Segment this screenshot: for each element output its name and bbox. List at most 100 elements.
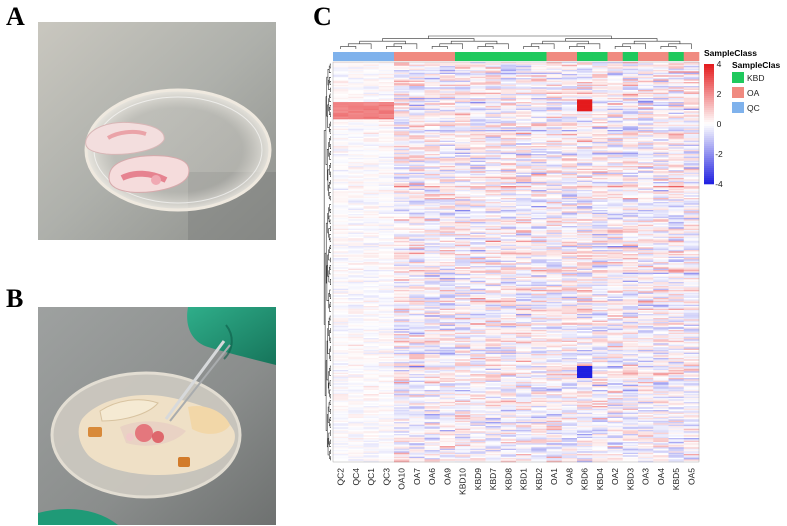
heatmap-cell: [516, 100, 532, 103]
heatmap-cell: [333, 187, 349, 189]
heatmap-cell: [561, 86, 578, 88]
heatmap-cell: [668, 267, 685, 269]
heatmap-cell: [668, 304, 685, 307]
heatmap-cell: [348, 280, 364, 283]
heatmap-cell: [592, 142, 608, 144]
heatmap-cell: [531, 92, 547, 95]
heatmap-cell: [409, 195, 425, 197]
heatmap-cell: [394, 246, 410, 248]
heatmap-cell: [363, 120, 380, 123]
heatmap-cell: [668, 62, 685, 64]
heatmap-cell: [668, 170, 685, 172]
heatmap-cell: [333, 216, 349, 219]
heatmap-cell: [577, 292, 593, 295]
heatmap-cell: [378, 144, 395, 147]
heatmap-cell: [363, 302, 380, 304]
heatmap-cell: [653, 300, 669, 303]
heatmap-cell: [668, 308, 685, 311]
heatmap-cell: [455, 311, 471, 313]
heatmap-cell: [333, 259, 349, 261]
heatmap-cell: [485, 222, 502, 224]
heatmap-cell: [607, 163, 624, 165]
heatmap-cell: [592, 146, 608, 148]
heatmap-cell: [470, 171, 486, 173]
heatmap-cell: [531, 231, 547, 233]
heatmap-cell: [516, 126, 532, 128]
heatmap-cell: [607, 76, 624, 79]
heatmap-cell: [409, 102, 425, 104]
heatmap-cell: [607, 299, 624, 301]
heatmap-cell: [592, 298, 608, 300]
heatmap-cell: [455, 255, 471, 257]
heatmap-cell: [439, 326, 456, 328]
heatmap-cell: [409, 96, 425, 99]
heatmap-cell: [333, 239, 349, 241]
heatmap-cell: [546, 194, 563, 196]
annotation-cell: [683, 52, 700, 61]
heatmap-cell: [470, 215, 486, 217]
heatmap-cell: [561, 178, 578, 180]
dendrogram-branch: [523, 46, 540, 49]
heatmap-cell: [607, 300, 624, 303]
annotation-cell: [363, 52, 380, 61]
heatmap-cell: [470, 259, 486, 261]
heatmap-cell: [561, 72, 578, 75]
heatmap-cell: [531, 126, 547, 128]
heatmap-cell: [668, 115, 685, 117]
heatmap-cell: [439, 98, 456, 100]
heatmap-cell: [638, 135, 654, 137]
heatmap-cell: [485, 299, 502, 301]
heatmap-cell: [500, 231, 517, 233]
heatmap-cell: [378, 111, 395, 113]
heatmap-cell: [470, 119, 486, 121]
heatmap-cell: [638, 284, 654, 287]
heatmap-cell: [683, 132, 700, 135]
heatmap-cell: [485, 242, 502, 244]
heatmap-cell: [683, 326, 700, 328]
heatmap-cell: [622, 319, 639, 321]
heatmap-cell: [592, 315, 608, 317]
heatmap-cell: [592, 115, 608, 117]
heatmap-cell: [592, 292, 608, 295]
heatmap-cell: [500, 88, 517, 91]
heatmap-cell: [424, 294, 441, 296]
heatmap-cell: [424, 286, 441, 288]
heatmap-cell: [470, 71, 486, 73]
heatmap-cell: [500, 100, 517, 103]
heatmap-cell: [470, 286, 486, 288]
heatmap-cell: [409, 190, 425, 192]
heatmap-cell: [333, 199, 349, 201]
heatmap-cell: [546, 122, 563, 124]
heatmap-cell: [424, 252, 441, 255]
heatmap-cell: [622, 259, 639, 261]
heatmap-cell: [531, 174, 547, 176]
heatmap-cell: [439, 223, 456, 225]
annotation-cell: [516, 52, 532, 61]
heatmap-cell: [470, 247, 486, 249]
heatmap-cell: [546, 310, 563, 312]
heatmap-cell: [378, 90, 395, 92]
heatmap-cell: [577, 327, 593, 329]
heatmap-cell: [622, 263, 639, 265]
heatmap-cell: [516, 295, 532, 297]
heatmap-cell: [638, 311, 654, 313]
heatmap-cell: [424, 214, 441, 216]
heatmap-cell: [546, 240, 563, 243]
heatmap-cell: [394, 286, 410, 288]
heatmap-cell: [363, 250, 380, 252]
heatmap-cell: [455, 98, 471, 100]
heatmap-cell: [653, 302, 669, 304]
dendrogram-branch: [329, 105, 331, 110]
heatmap-cell: [668, 180, 685, 183]
heatmap-cell: [546, 263, 563, 265]
heatmap-cell: [577, 308, 593, 311]
heatmap-cell: [363, 242, 380, 244]
heatmap-cell: [516, 236, 532, 239]
heatmap-cell: [622, 315, 639, 317]
heatmap-cell: [455, 328, 471, 331]
heatmap-cell: [439, 148, 456, 151]
heatmap-cell: [333, 136, 349, 139]
heatmap-cell: [531, 288, 547, 291]
heatmap-cell: [500, 270, 517, 272]
heatmap-cell: [348, 139, 364, 141]
